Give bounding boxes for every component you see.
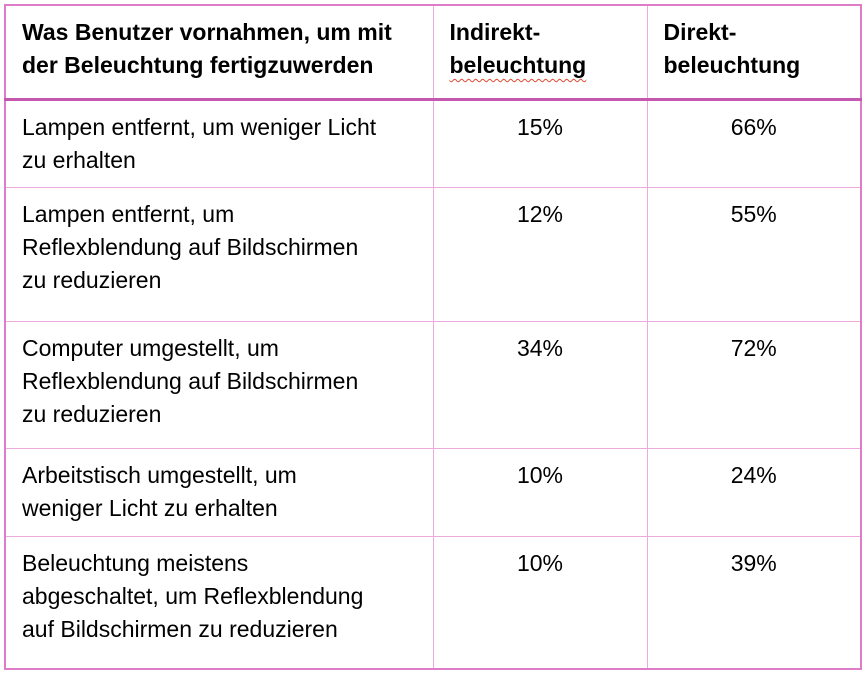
table-row: Arbeitstisch umgestellt, um weniger Lich…	[4, 447, 862, 537]
row-label-cell[interactable]: Lampen entfernt, um weniger Licht zu erh…	[4, 98, 434, 188]
indirect-value-cell[interactable]: 12%	[432, 186, 648, 322]
header-direct-line2: beleuchtung	[663, 52, 801, 78]
header-cell-indirect[interactable]: Indirekt- beleuchtung	[432, 4, 648, 101]
direct-value-cell[interactable]: 24%	[646, 447, 862, 537]
header-cell-direct[interactable]: Direkt- beleuchtung	[646, 4, 862, 101]
row-label-cell[interactable]: Beleuchtung meistens abgeschaltet, um Re…	[4, 535, 434, 670]
row-label-cell[interactable]: Lampen entfernt, um Reflexblendung auf B…	[4, 186, 434, 322]
indirect-value-cell[interactable]: 15%	[432, 98, 648, 188]
row-label-cell[interactable]: Computer umgestellt, um Reflexblendung a…	[4, 320, 434, 449]
lighting-survey-table: Was Benutzer vornahmen, um mit der Beleu…	[4, 4, 862, 670]
indirect-value-cell[interactable]: 10%	[432, 535, 648, 670]
header-actions-label: Was Benutzer vornahmen, um mit der Beleu…	[22, 19, 392, 78]
table-row: Computer umgestellt, um Reflexblendung a…	[4, 320, 862, 449]
direct-value-cell[interactable]: 55%	[646, 186, 862, 322]
table-row: Lampen entfernt, um Reflexblendung auf B…	[4, 186, 862, 322]
indirect-value-cell[interactable]: 34%	[432, 320, 648, 449]
direct-value-cell[interactable]: 72%	[646, 320, 862, 449]
table-row: Beleuchtung meistens abgeschaltet, um Re…	[4, 535, 862, 670]
header-indirect-line2-spellcheck-underline: beleuchtung	[449, 52, 587, 78]
direct-value-cell[interactable]: 39%	[646, 535, 862, 670]
header-cell-actions[interactable]: Was Benutzer vornahmen, um mit der Beleu…	[4, 4, 434, 101]
table-row: Lampen entfernt, um weniger Licht zu erh…	[4, 98, 862, 188]
header-direct-line1: Direkt-	[663, 19, 737, 45]
row-label-cell[interactable]: Arbeitstisch umgestellt, um weniger Lich…	[4, 447, 434, 537]
table-header-row: Was Benutzer vornahmen, um mit der Beleu…	[4, 4, 862, 101]
direct-value-cell[interactable]: 66%	[646, 98, 862, 188]
header-indirect-line1: Indirekt-	[449, 19, 541, 45]
indirect-value-cell[interactable]: 10%	[432, 447, 648, 537]
